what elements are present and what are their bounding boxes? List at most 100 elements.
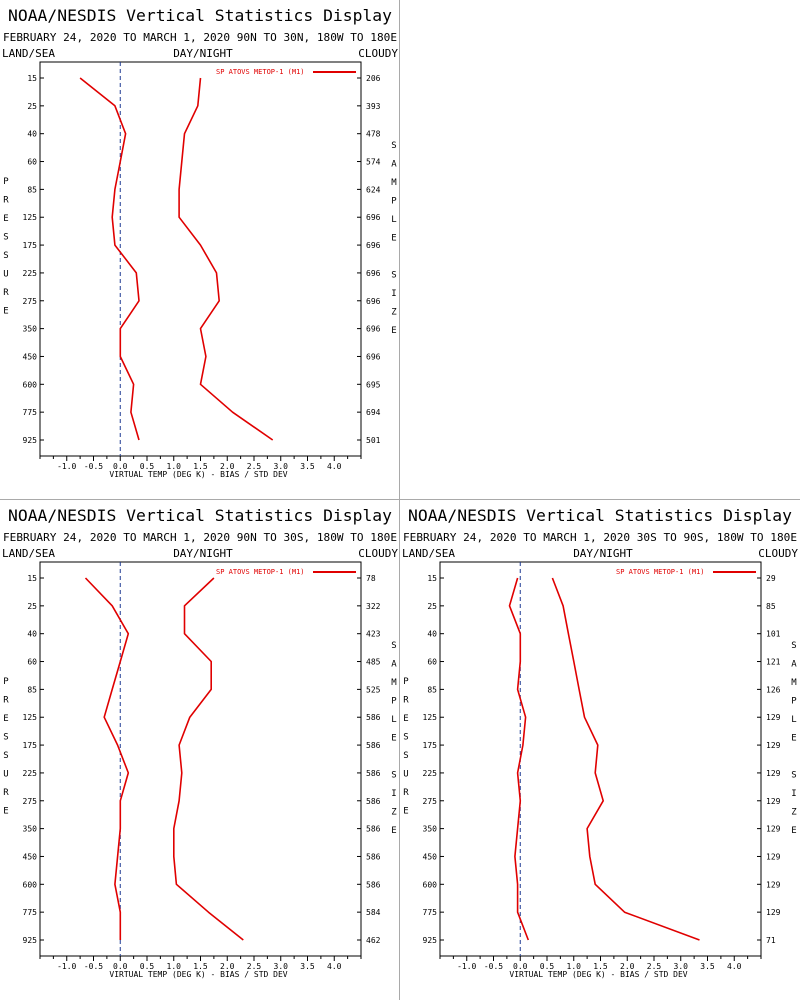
- sample-size-axis-letter: Z: [791, 808, 797, 818]
- chart-subtitle: FEBRUARY 24, 2020 TO MARCH 1, 2020 90N T…: [3, 531, 397, 544]
- sample-size-label: 393: [366, 102, 381, 111]
- sample-size-axis-letter: E: [391, 234, 396, 244]
- plot-frame: [39, 61, 362, 457]
- pressure-tick-label: 275: [23, 297, 38, 306]
- sample-size-label: 586: [366, 797, 381, 806]
- sample-size-label: 29: [766, 574, 776, 583]
- pressure-tick-label: 25: [427, 602, 437, 611]
- chart-panel-2: NOAA/NESDIS Vertical Statistics Display F…: [0, 500, 400, 1000]
- sample-size-axis-letter: Z: [391, 308, 397, 318]
- x-tick-label: -0.5: [84, 462, 103, 471]
- series-line-bias: [508, 577, 530, 941]
- cloudy-label: CLOUDY: [358, 547, 398, 560]
- x-tick-label: 0.0: [113, 962, 128, 971]
- sample-size-axis-letter: I: [391, 289, 396, 299]
- sample-size-axis-letter: E: [791, 734, 796, 744]
- pressure-tick-label: 600: [423, 880, 438, 889]
- chart-title: NOAA/NESDIS Vertical Statistics Display: [8, 506, 392, 525]
- x-tick-label: 4.0: [327, 462, 342, 471]
- x-tick-label: 0.5: [540, 962, 555, 971]
- pressure-tick-label: 85: [27, 685, 37, 694]
- sample-size-axis-letter: S: [391, 271, 396, 281]
- pressure-tick-label: 60: [27, 658, 37, 667]
- x-tick-label: 3.5: [700, 962, 715, 971]
- pressure-axis-letter: E: [3, 807, 8, 817]
- pressure-tick-label: 225: [23, 269, 38, 278]
- pressure-axis-letter: S: [3, 251, 8, 261]
- sample-size-axis-letter: M: [791, 678, 797, 688]
- sample-size-label: 586: [366, 852, 381, 861]
- panel-divider-vertical: [399, 0, 400, 1000]
- sample-size-label: 696: [366, 213, 381, 222]
- pressure-tick-label: 40: [427, 630, 437, 639]
- x-tick-label: -0.5: [84, 962, 103, 971]
- sample-size-label: 322: [366, 602, 381, 611]
- pressure-axis-letter: R: [403, 788, 409, 798]
- sample-size-label: 586: [366, 825, 381, 834]
- pressure-tick-label: 225: [23, 769, 38, 778]
- sample-size-label: 696: [366, 241, 381, 250]
- pressure-tick-label: 450: [23, 352, 38, 361]
- sample-size-label: 501: [366, 436, 381, 445]
- sample-size-label: 462: [366, 936, 381, 945]
- sample-size-axis-letter: E: [391, 326, 396, 336]
- x-tick-label: 1.0: [167, 462, 182, 471]
- sample-size-axis-letter: A: [391, 660, 397, 670]
- chart-svg-2: NOAA/NESDIS Vertical Statistics Display F…: [2, 506, 398, 979]
- pressure-tick-label: 275: [23, 797, 38, 806]
- x-axis-label: VIRTUAL TEMP (DEG K) - BIAS / STD DEV: [509, 970, 687, 979]
- pressure-axis-letter: R: [3, 788, 9, 798]
- pressure-tick-label: 85: [27, 185, 37, 194]
- sample-size-axis-letter: A: [791, 660, 797, 670]
- x-tick-label: -0.5: [484, 962, 503, 971]
- chart-subtitle: FEBRUARY 24, 2020 TO MARCH 1, 2020 90N T…: [3, 31, 397, 44]
- panel-divider-horizontal: [0, 499, 800, 500]
- sample-size-axis-letter: S: [791, 641, 796, 651]
- x-tick-label: 0.0: [513, 962, 528, 971]
- sample-size-label: 129: [766, 713, 781, 722]
- x-tick-label: 2.5: [247, 962, 262, 971]
- pressure-tick-label: 775: [23, 908, 38, 917]
- sample-size-label: 586: [366, 741, 381, 750]
- chart-panel-1: NOAA/NESDIS Vertical Statistics Display F…: [0, 0, 400, 500]
- pressure-tick-label: 600: [23, 380, 38, 389]
- pressure-tick-label: 125: [23, 713, 38, 722]
- pressure-tick-label: 15: [27, 574, 37, 583]
- sample-size-axis-letter: L: [791, 715, 796, 725]
- sample-size-label: 129: [766, 908, 781, 917]
- legend-label: SP ATOVS METOP-1 (M1): [216, 568, 305, 576]
- pressure-tick-label: 175: [23, 241, 38, 250]
- pressure-tick-label: 925: [23, 436, 38, 445]
- sample-size-axis-letter: S: [391, 641, 396, 651]
- sample-size-label: 206: [366, 74, 381, 83]
- x-tick-label: 2.0: [220, 962, 235, 971]
- pressure-axis-letter: P: [3, 677, 9, 687]
- x-tick-label: 4.0: [727, 962, 742, 971]
- sample-size-axis-letter: S: [791, 771, 796, 781]
- sample-size-label: 485: [366, 658, 381, 667]
- pressure-axis-letter: S: [3, 233, 8, 243]
- sample-size-label: 129: [766, 852, 781, 861]
- x-tick-label: 2.5: [647, 962, 662, 971]
- chart-title: NOAA/NESDIS Vertical Statistics Display: [408, 506, 792, 525]
- pressure-axis-letter: S: [403, 751, 408, 761]
- pressure-tick-label: 925: [423, 936, 438, 945]
- series-line-bias: [79, 77, 140, 441]
- sample-size-axis-letter: S: [391, 771, 396, 781]
- x-tick-label: 3.0: [674, 962, 689, 971]
- x-tick-label: -1.0: [457, 962, 476, 971]
- x-tick-label: 0.0: [113, 462, 128, 471]
- sample-size-axis-letter: Z: [391, 808, 397, 818]
- sample-size-label: 696: [366, 269, 381, 278]
- pressure-axis-letter: E: [403, 807, 408, 817]
- pressure-tick-label: 175: [23, 741, 38, 750]
- pressure-tick-label: 60: [427, 658, 437, 667]
- x-tick-label: -1.0: [57, 962, 76, 971]
- pressure-tick-label: 15: [27, 74, 37, 83]
- plot-frame: [439, 561, 762, 957]
- sample-size-label: 423: [366, 630, 381, 639]
